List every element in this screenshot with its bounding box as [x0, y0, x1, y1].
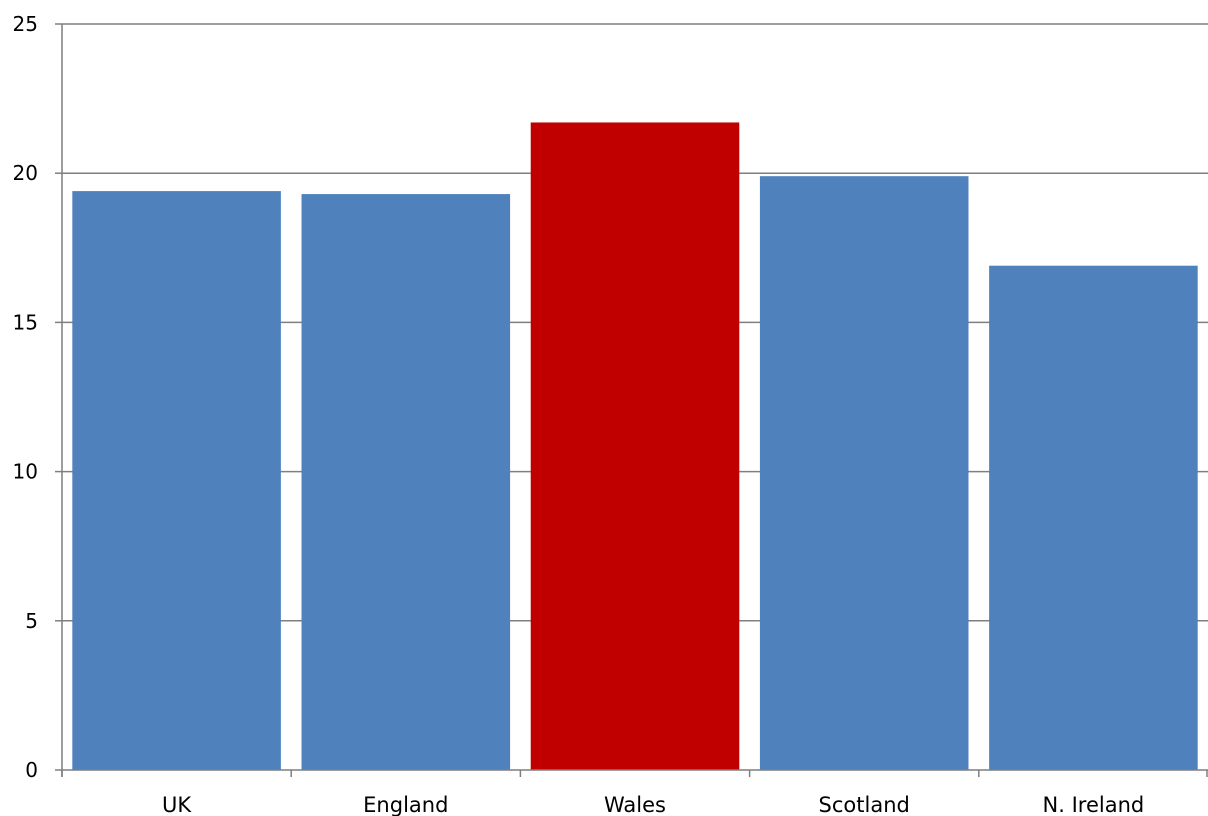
bar-n-ireland [989, 265, 1198, 770]
bar-uk [72, 191, 281, 770]
bar-england [301, 194, 511, 770]
x-tick-label: England [363, 793, 448, 816]
y-tick-label: 25 [13, 12, 38, 36]
x-tick-label: Wales [604, 793, 666, 816]
y-tick-label: 0 [25, 758, 38, 782]
y-tick-label: 15 [13, 310, 38, 334]
bar-scotland [759, 176, 969, 770]
y-tick-label: 10 [13, 460, 38, 484]
y-tick-label: 5 [25, 609, 38, 633]
bar-wales [530, 122, 740, 771]
axes [55, 23, 1208, 777]
x-tick-label: N. Ireland [1043, 793, 1145, 816]
labels: 0 5 10 15 20 25 UK England Wales Scotland N. Irela… [13, 12, 1145, 816]
y-tick-label: 20 [13, 161, 38, 185]
x-tick-label: Scotland [819, 793, 910, 816]
x-tick-label: UK [162, 793, 192, 816]
bars [72, 122, 1198, 771]
